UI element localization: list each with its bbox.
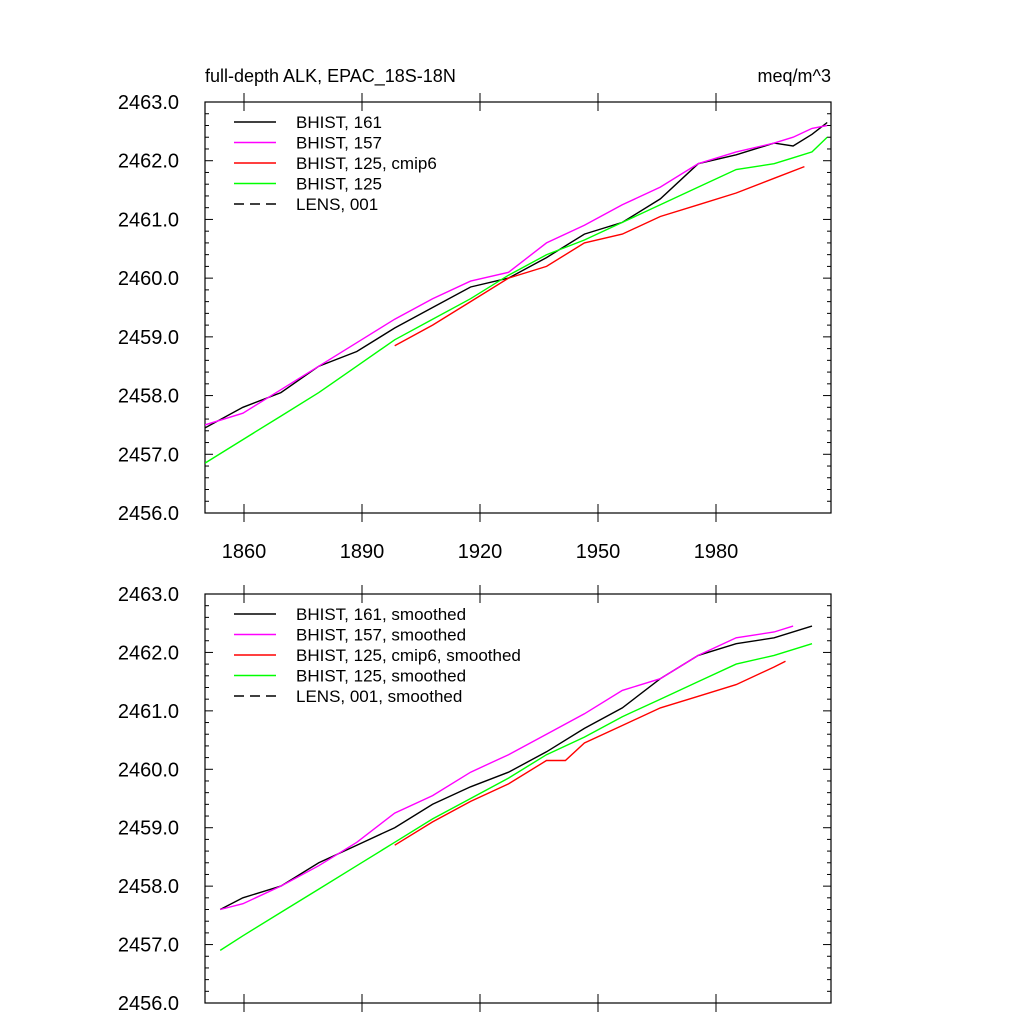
legend-label-1: BHIST, 161, smoothed (296, 605, 466, 624)
legend-label-4: BHIST, 125 (296, 175, 382, 194)
y-tick-label: 2460.0 (118, 759, 179, 781)
units-label: meq/m^3 (758, 66, 831, 86)
legend-label-1: BHIST, 161 (296, 113, 382, 132)
series-line-4 (219, 643, 813, 951)
series-lines (219, 625, 813, 951)
legend-label-2: BHIST, 157, smoothed (296, 626, 466, 645)
y-tick-label: 2459.0 (118, 327, 179, 349)
legend-label-3: BHIST, 125, cmip6 (296, 154, 437, 173)
y-tick-label: 2456.0 (118, 993, 179, 1015)
x-tick-label: 1860 (222, 541, 267, 563)
y-tick-label: 2457.0 (118, 935, 179, 957)
y-tick-label: 2456.0 (118, 503, 179, 525)
x-tick-label: 1890 (340, 541, 385, 563)
legend-label-5: LENS, 001, smoothed (296, 687, 462, 706)
series-line-1 (219, 625, 813, 911)
series-lines (205, 121, 828, 464)
legend-label-3: BHIST, 125, cmip6, smoothed (296, 646, 521, 665)
y-tick-label: 2458.0 (118, 876, 179, 898)
x-tick-label: 1920 (458, 541, 503, 563)
y-tick-label: 2460.0 (118, 268, 179, 290)
series-line-2 (205, 124, 828, 426)
series-line-3 (394, 165, 805, 347)
series-line-4 (205, 136, 828, 464)
x-tick-label: 1980 (694, 541, 739, 563)
y-tick-label: 2461.0 (118, 209, 179, 231)
plot-frame (204, 101, 832, 514)
y-tick-label: 2463.0 (118, 92, 179, 114)
y-tick-label: 2458.0 (118, 386, 179, 408)
series-line-2 (220, 625, 794, 911)
y-tick-label: 2461.0 (118, 701, 179, 723)
legend-label-5: LENS, 001 (296, 195, 378, 214)
legend-label-4: BHIST, 125, smoothed (296, 667, 466, 686)
legend: BHIST, 161, smoothed BHIST, 157, smoothed… (234, 605, 521, 706)
y-tick-label: 2457.0 (118, 444, 179, 466)
y-tick-label: 2462.0 (118, 151, 179, 173)
y-tick-label: 2463.0 (118, 584, 179, 606)
chart-panel-1: 2456.0 2457.0 2458.0 2459.0 2460.0 2461.0 2462… (118, 66, 832, 563)
chart-title: full-depth ALK, EPAC_18S-18N (205, 66, 456, 87)
y-tick-label: 2462.0 (118, 642, 179, 664)
plot-frame (204, 593, 832, 1004)
legend-label-2: BHIST, 157 (296, 134, 382, 153)
y-tick-label: 2459.0 (118, 818, 179, 840)
series-line-3 (394, 660, 786, 846)
x-tick-label: 1950 (576, 541, 621, 563)
chart-panel-2: 2456.0 2457.0 2458.0 2459.0 2460.0 2461.0 2462… (118, 584, 832, 1015)
